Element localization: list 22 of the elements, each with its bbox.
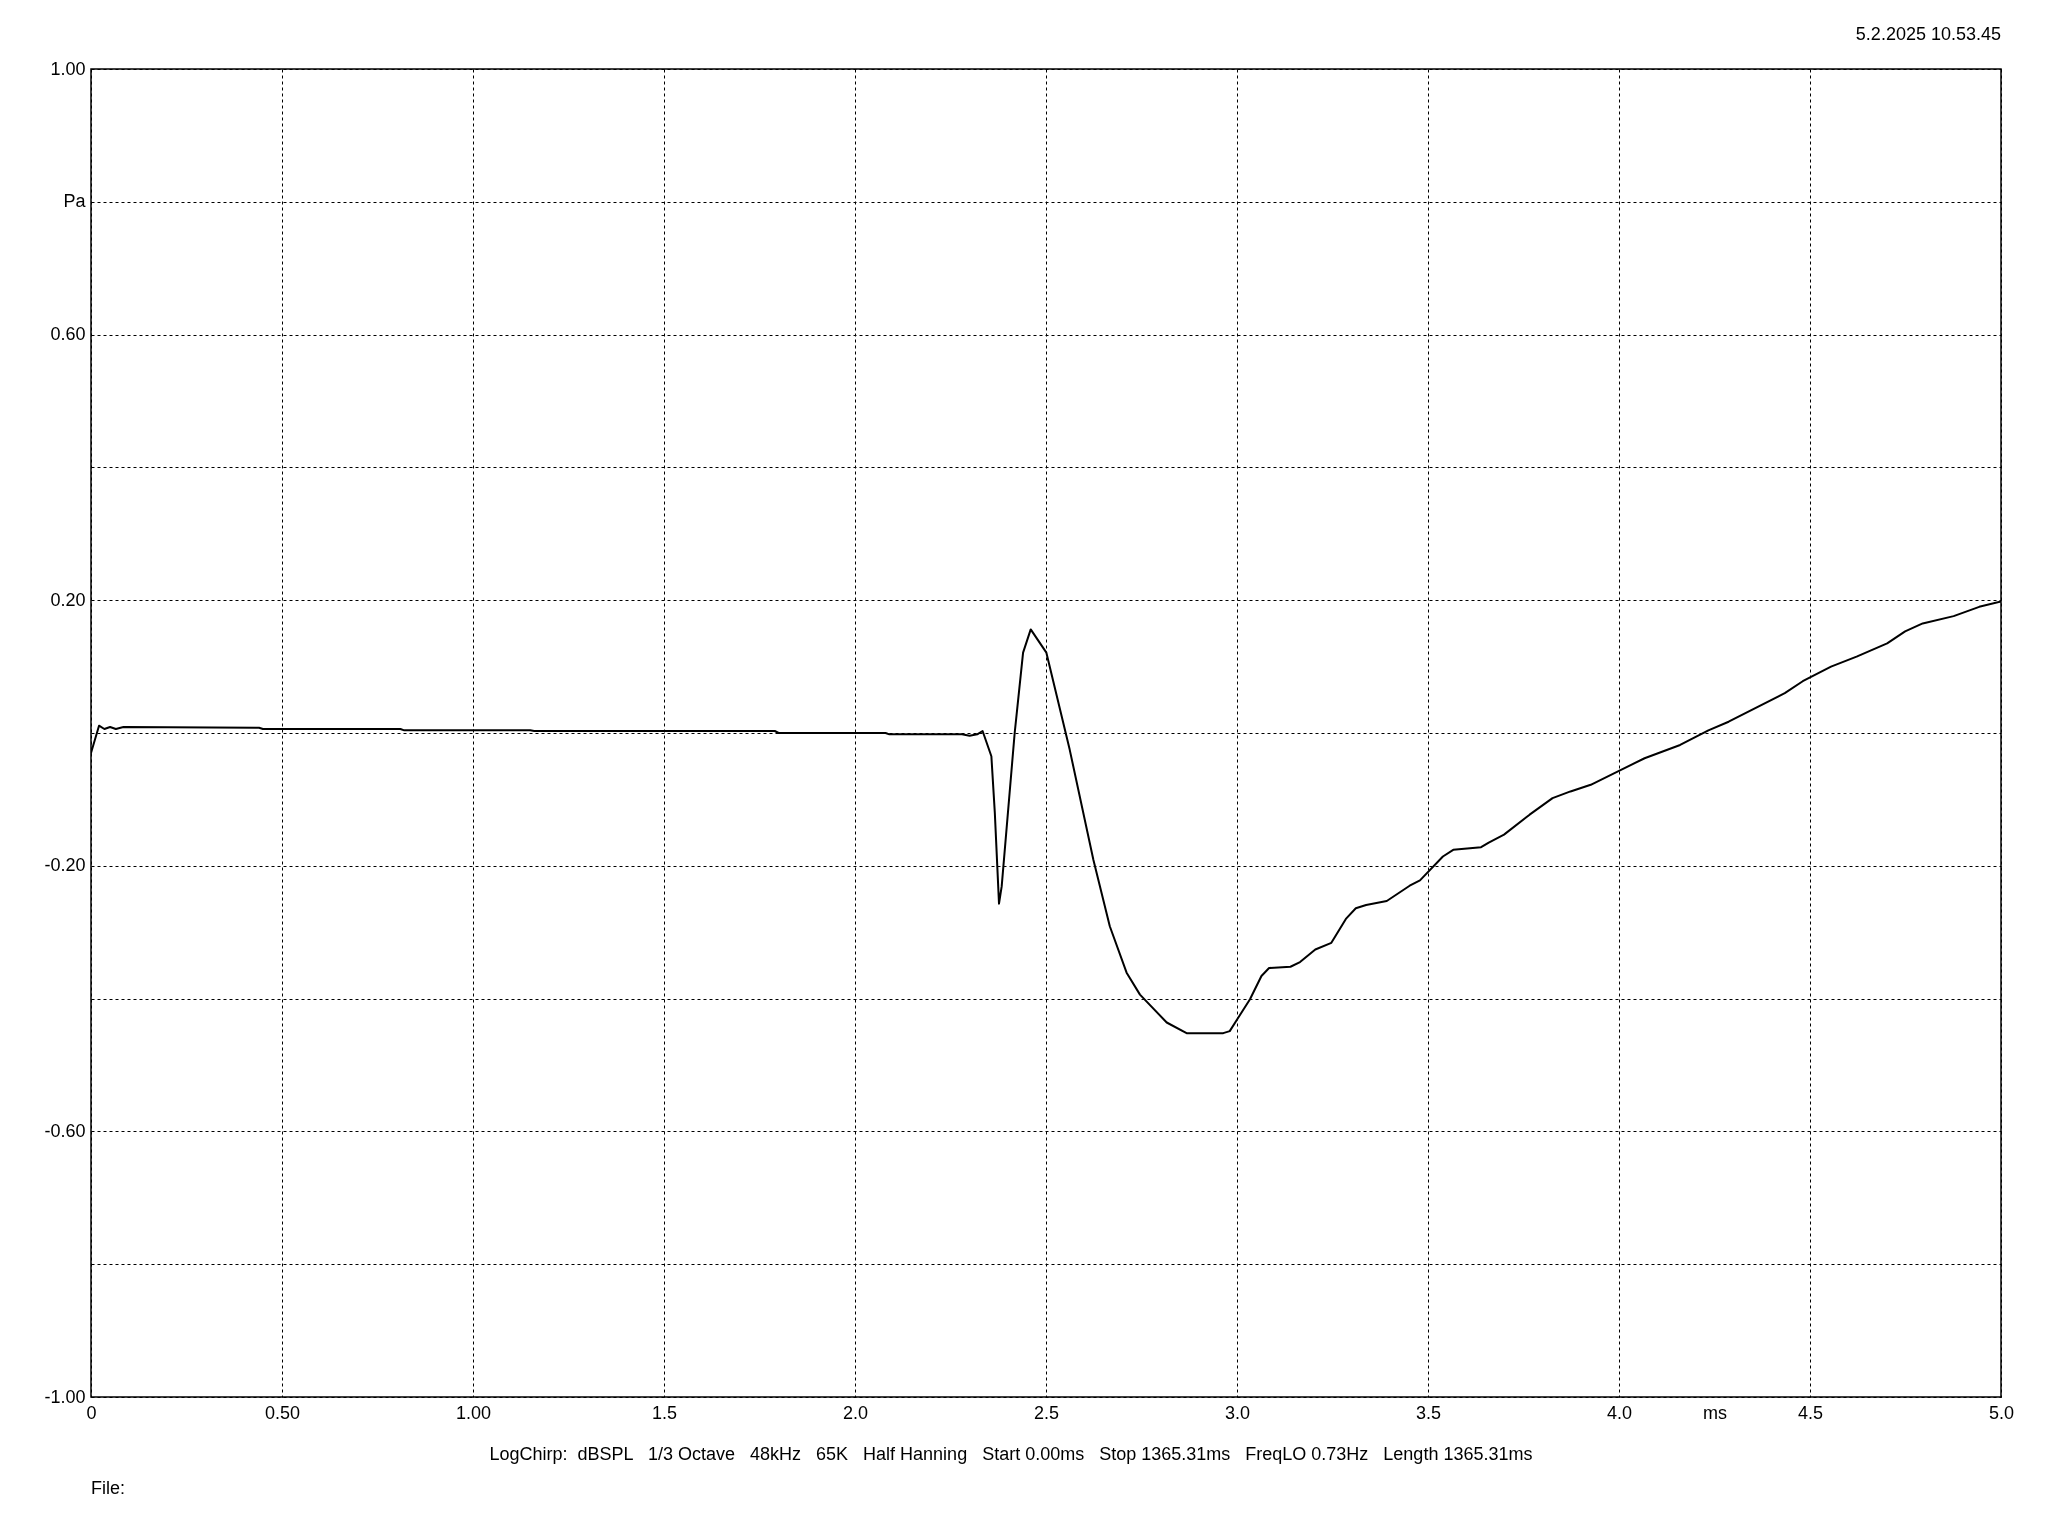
y-tick-label: 0.60 xyxy=(50,324,86,345)
text: LogChirp: dBSPL 1/3 Octave 48kHz 65K Half Hanning Start 0.00ms Stop 1365.31ms FreqLO 0.73Hz Length 1365.31ms xyxy=(489,1444,1533,1464)
x-tick-label: 4.0 xyxy=(1606,1402,1633,1423)
x-tick-label: 1.5 xyxy=(651,1402,678,1423)
y-tick-label: -1.00 xyxy=(44,1386,86,1407)
y-axis-title: Pa xyxy=(63,191,87,212)
x-tick-label: 2.0 xyxy=(842,1402,869,1423)
y-tick-label: -0.60 xyxy=(44,1120,86,1141)
y-tick-label: -0.20 xyxy=(44,855,86,876)
x-tick-label: 2.5 xyxy=(1033,1402,1060,1423)
y-tick-label: 1.00 xyxy=(50,58,86,79)
x-tick-label: 0.50 xyxy=(264,1402,301,1423)
y-tick-label: 0.20 xyxy=(50,589,86,610)
x-tick-label: 3.5 xyxy=(1415,1402,1442,1423)
x-tick-label: 4.5 xyxy=(1797,1402,1824,1423)
x-tick-label: 5.0 xyxy=(1988,1402,2015,1423)
x-axis-title: ms xyxy=(1703,1402,1727,1423)
text: 5.2.2025 10.53.45 xyxy=(1855,24,2001,44)
text: File: xyxy=(91,1478,126,1498)
x-tick-label: 3.0 xyxy=(1224,1402,1251,1423)
x-tick-label: 1.00 xyxy=(455,1402,492,1423)
x-tick-label: 0 xyxy=(86,1402,97,1423)
